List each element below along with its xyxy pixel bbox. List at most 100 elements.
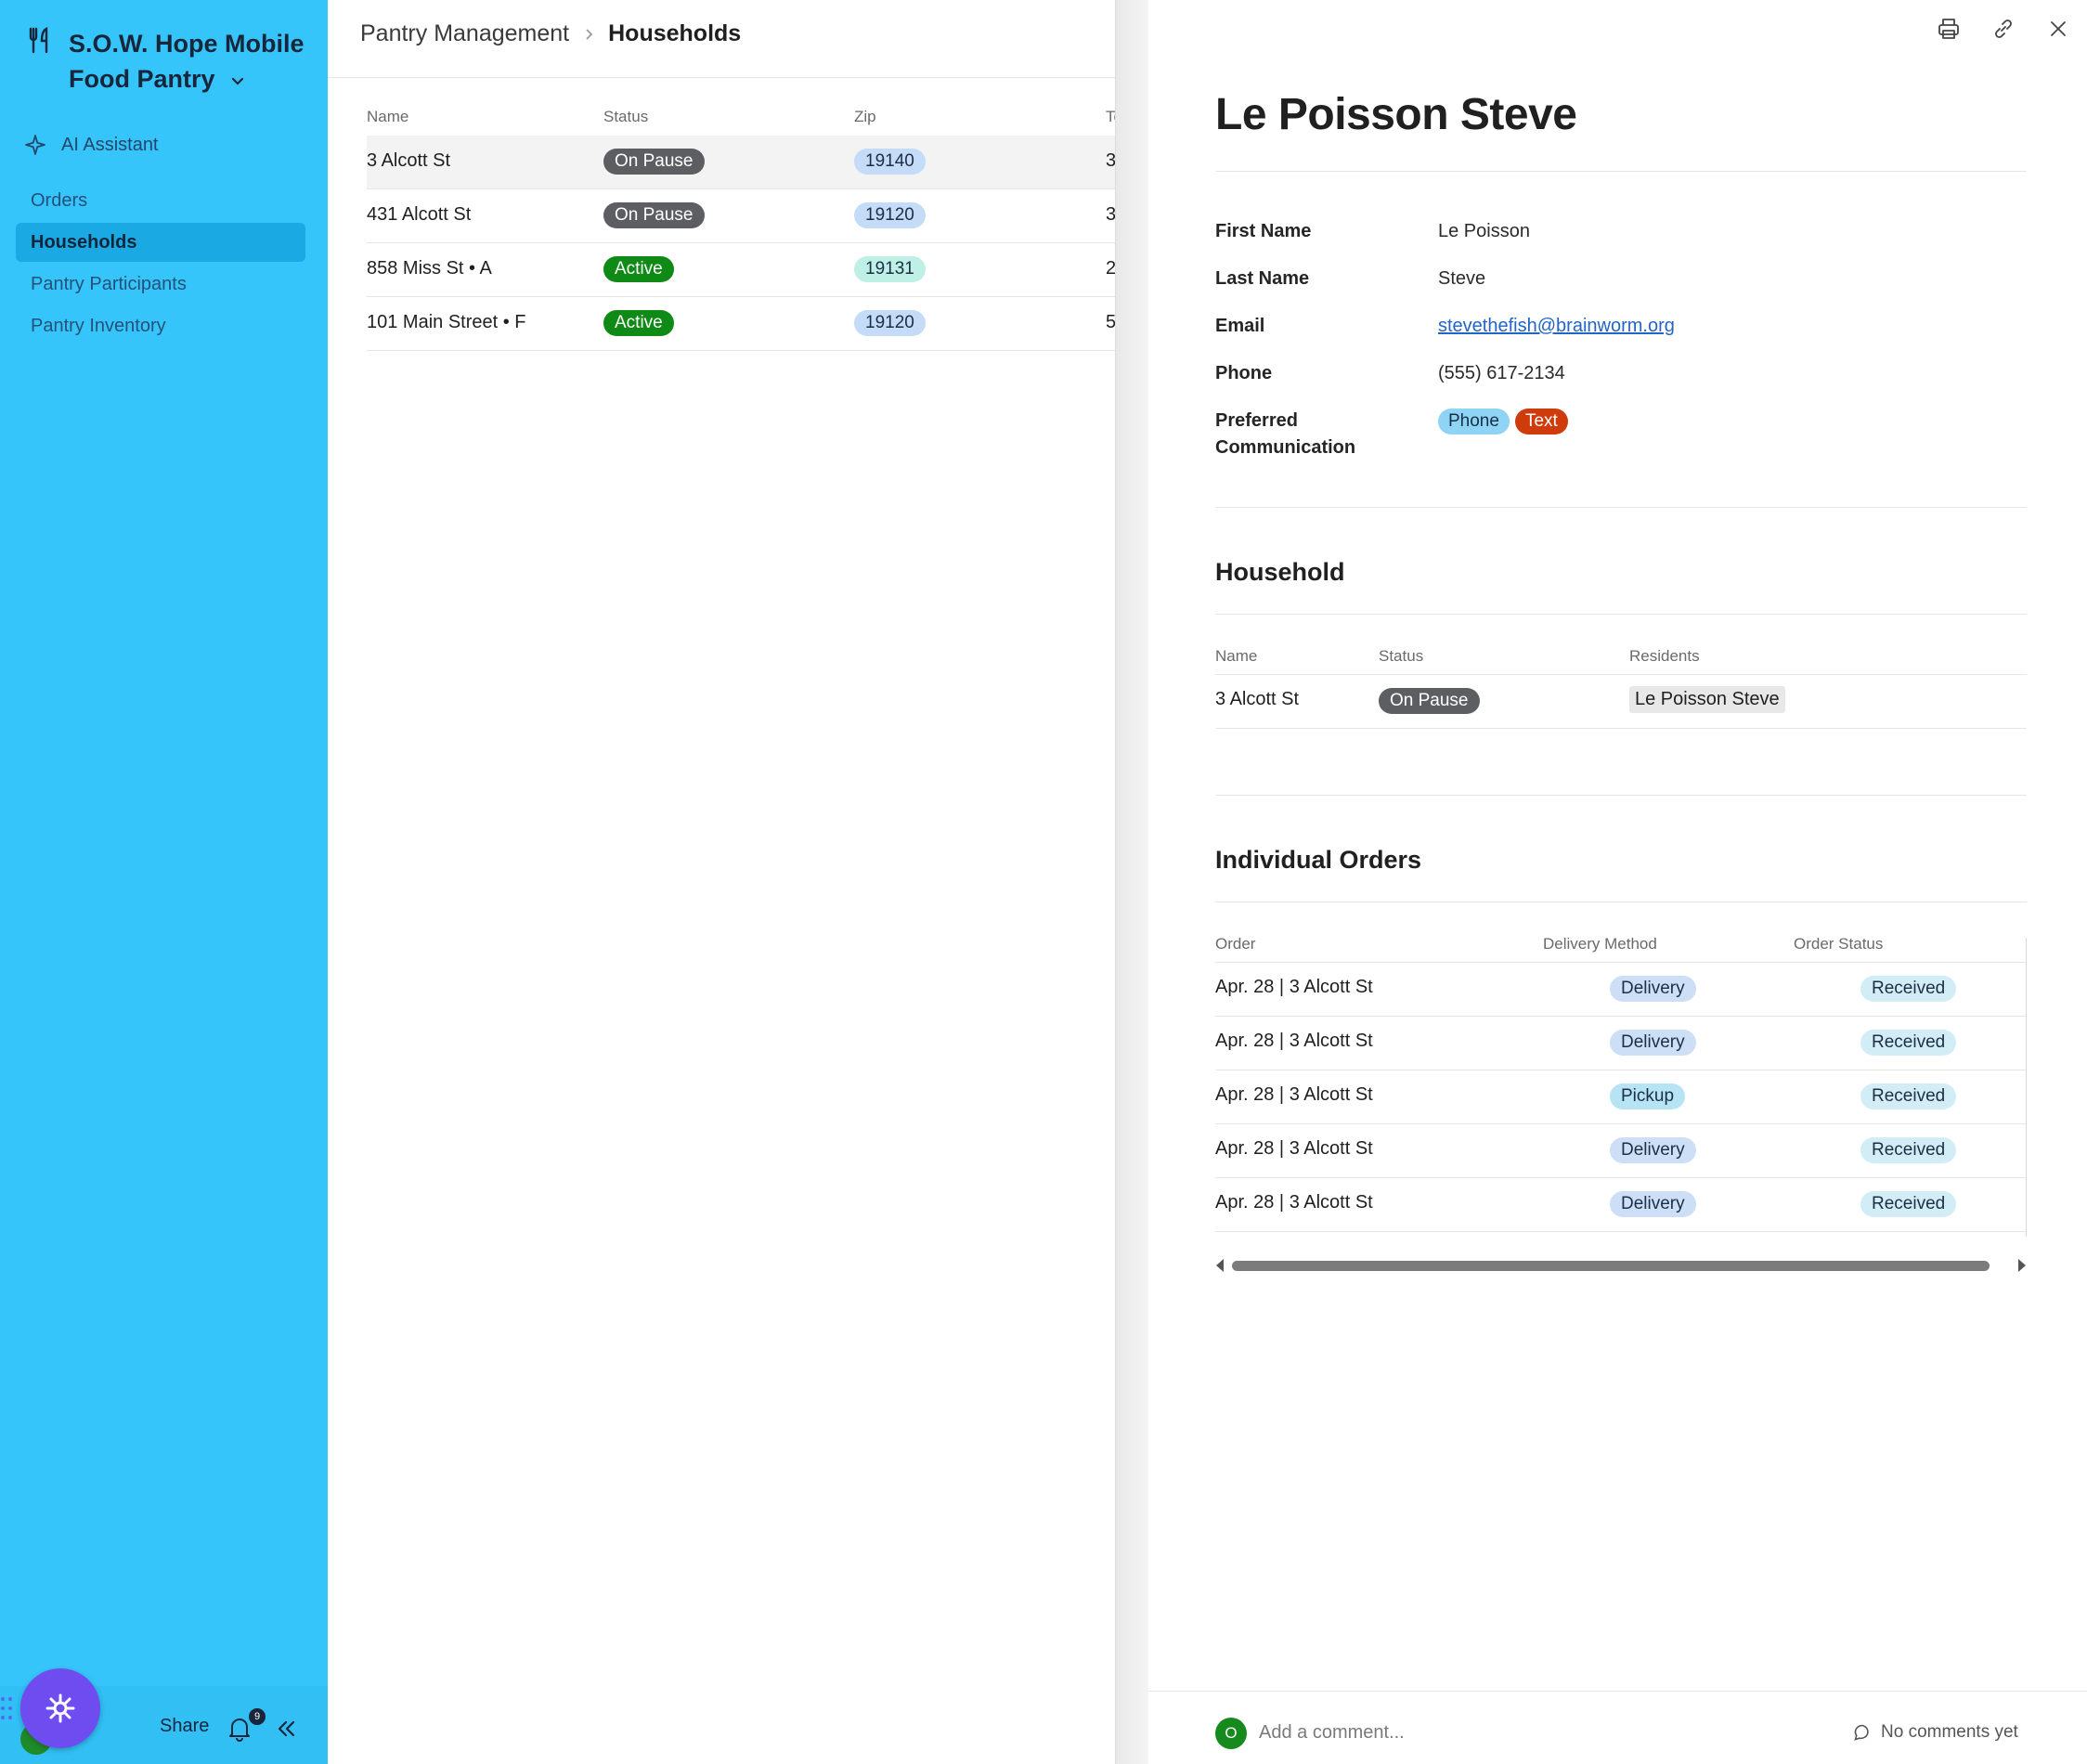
column-header-name[interactable]: Name bbox=[367, 108, 409, 125]
truncated-cell: 3 bbox=[1106, 150, 1115, 171]
sidebar-item-orders[interactable]: Orders bbox=[31, 190, 88, 211]
column-header-status[interactable]: Status bbox=[603, 108, 649, 125]
delivery-method-badge: Delivery bbox=[1610, 1137, 1696, 1163]
phone-value[interactable]: (555) 617-2134 bbox=[1438, 363, 1565, 383]
column-header-truncated[interactable]: To bbox=[1106, 108, 1115, 125]
horizontal-scrollbar[interactable] bbox=[1213, 1255, 2029, 1276]
zip-badge: 19131 bbox=[854, 256, 926, 282]
utensils-icon bbox=[29, 27, 48, 54]
notification-badge: 9 bbox=[249, 1708, 266, 1725]
order-name: Apr. 28 | 3 Alcott St bbox=[1215, 1192, 1373, 1213]
record-detail-panel: Le Poisson Steve First Name Le Poisson L… bbox=[1148, 0, 2087, 1764]
assistant-launcher-button[interactable] bbox=[20, 1668, 100, 1748]
first-name-label: First Name bbox=[1215, 221, 1312, 241]
comments-status-label: No comments yet bbox=[1881, 1722, 2018, 1742]
email-value: stevethefish@brainworm.org bbox=[1438, 313, 1675, 340]
household-name: 3 Alcott St bbox=[1215, 689, 1300, 709]
label-line: Preferred bbox=[1215, 410, 1298, 431]
column-header-status: Status bbox=[1379, 647, 1424, 665]
sidebar-item-households[interactable]: Households bbox=[16, 223, 305, 262]
table-row[interactable]: 3 Alcott St On Pause 19140 3 bbox=[367, 136, 1115, 189]
preferred-communication-value[interactable]: Phone Text bbox=[1438, 408, 1574, 435]
scroll-right-arrow-icon bbox=[2018, 1259, 2026, 1272]
table-row[interactable]: 101 Main Street • F Active 19120 5 bbox=[367, 297, 1115, 351]
order-status-badge: Received bbox=[1860, 976, 1957, 1002]
delivery-method-badge: Delivery bbox=[1610, 976, 1696, 1002]
breadcrumb-parent[interactable]: Pantry Management bbox=[360, 20, 570, 46]
zip-badge: 19120 bbox=[854, 310, 926, 336]
household-row[interactable]: 3 Alcott St On Pause Le Poisson Steve bbox=[1215, 675, 2027, 729]
order-row[interactable]: Apr. 28 | 3 Alcott St Delivery Received bbox=[1215, 1178, 2027, 1232]
resident-tag[interactable]: Le Poisson Steve bbox=[1629, 686, 1785, 713]
divider bbox=[1215, 171, 2027, 172]
order-row[interactable]: Apr. 28 | 3 Alcott St Delivery Received bbox=[1215, 963, 2027, 1017]
column-header-order: Order bbox=[1215, 935, 1256, 953]
order-status-badge: Received bbox=[1860, 1030, 1957, 1056]
divider bbox=[1215, 674, 2027, 675]
order-name: Apr. 28 | 3 Alcott St bbox=[1215, 1138, 1373, 1159]
sidebar-item-pantry-inventory[interactable]: Pantry Inventory bbox=[31, 316, 166, 336]
divider bbox=[1215, 901, 2027, 902]
collapse-sidebar-icon[interactable] bbox=[275, 1718, 297, 1740]
table-row[interactable]: 858 Miss St • A Active 19131 2 bbox=[367, 243, 1115, 297]
bell-icon[interactable] bbox=[227, 1716, 252, 1742]
tag-phone: Phone bbox=[1438, 409, 1510, 435]
comment-bar bbox=[1148, 1691, 2087, 1764]
household-name: 3 Alcott St bbox=[367, 150, 451, 171]
order-status-badge: Received bbox=[1860, 1137, 1957, 1163]
delivery-method-badge: Delivery bbox=[1610, 1030, 1696, 1056]
sidebar-item-pantry-participants[interactable]: Pantry Participants bbox=[31, 274, 187, 294]
divider bbox=[328, 77, 1115, 78]
print-icon[interactable] bbox=[1937, 17, 1961, 41]
close-icon[interactable] bbox=[2046, 17, 2070, 41]
households-list-view: Pantry Management Households Name Status… bbox=[328, 0, 1115, 1764]
first-name-value[interactable]: Le Poisson bbox=[1438, 221, 1530, 241]
order-name: Apr. 28 | 3 Alcott St bbox=[1215, 1084, 1373, 1105]
commenter-avatar: O bbox=[1215, 1718, 1247, 1749]
last-name-value[interactable]: Steve bbox=[1438, 268, 1486, 289]
household-name: 101 Main Street • F bbox=[367, 312, 526, 332]
table-row[interactable]: 431 Alcott St On Pause 19120 3 bbox=[367, 189, 1115, 243]
link-icon[interactable] bbox=[1991, 17, 2016, 41]
household-section-title: Household bbox=[1215, 558, 1345, 586]
household-name: 431 Alcott St bbox=[367, 204, 472, 225]
delivery-method-badge: Pickup bbox=[1610, 1083, 1686, 1109]
table-edge bbox=[2026, 938, 2027, 1237]
zip-badge: 19140 bbox=[854, 149, 926, 175]
divider bbox=[1215, 507, 2027, 508]
breadcrumb: Pantry Management Households bbox=[360, 20, 741, 47]
scroll-left-arrow-icon bbox=[1216, 1259, 1224, 1272]
divider bbox=[1215, 962, 2027, 963]
order-row[interactable]: Apr. 28 | 3 Alcott St Delivery Received bbox=[1215, 1124, 2027, 1178]
column-header-zip[interactable]: Zip bbox=[854, 108, 876, 125]
workspace-switcher[interactable]: S.O.W. Hope Mobile Food Pantry bbox=[69, 26, 310, 97]
status-badge: On Pause bbox=[603, 149, 705, 175]
column-header-name: Name bbox=[1215, 647, 1258, 665]
tag-text: Text bbox=[1514, 409, 1568, 435]
column-header-delivery-method: Delivery Method bbox=[1543, 935, 1657, 953]
comments-status[interactable]: No comments yet bbox=[1853, 1722, 2018, 1743]
household-name: 858 Miss St • A bbox=[367, 258, 492, 279]
status-badge: Active bbox=[603, 310, 674, 336]
status-badge: On Pause bbox=[603, 202, 705, 228]
order-status-badge: Received bbox=[1860, 1191, 1957, 1217]
apps-grid-icon[interactable] bbox=[0, 1695, 15, 1721]
comment-input[interactable]: Add a comment... bbox=[1259, 1722, 1405, 1743]
truncated-cell: 5 bbox=[1106, 312, 1115, 332]
table-header: Name Status Zip To bbox=[367, 108, 1115, 136]
divider bbox=[1215, 614, 2027, 615]
email-link[interactable]: stevethefish@brainworm.org bbox=[1438, 316, 1675, 336]
divider bbox=[1215, 795, 2027, 796]
record-title: Le Poisson Steve bbox=[1215, 90, 1577, 139]
scrollbar-thumb bbox=[1232, 1261, 1990, 1271]
sparkle-icon bbox=[25, 135, 45, 155]
truncated-cell: 3 bbox=[1106, 204, 1115, 225]
share-button[interactable]: Share bbox=[160, 1716, 210, 1736]
ai-assistant-link[interactable]: AI Assistant bbox=[24, 131, 159, 159]
comment-bubble-icon bbox=[1854, 1724, 1869, 1741]
order-row[interactable]: Apr. 28 | 3 Alcott St Pickup Received bbox=[1215, 1070, 2027, 1124]
chevron-right-icon bbox=[586, 28, 593, 40]
workspace-name: S.O.W. Hope Mobile Food Pantry bbox=[69, 30, 305, 93]
email-label: Email bbox=[1215, 316, 1265, 336]
order-row[interactable]: Apr. 28 | 3 Alcott St Delivery Received bbox=[1215, 1017, 2027, 1070]
